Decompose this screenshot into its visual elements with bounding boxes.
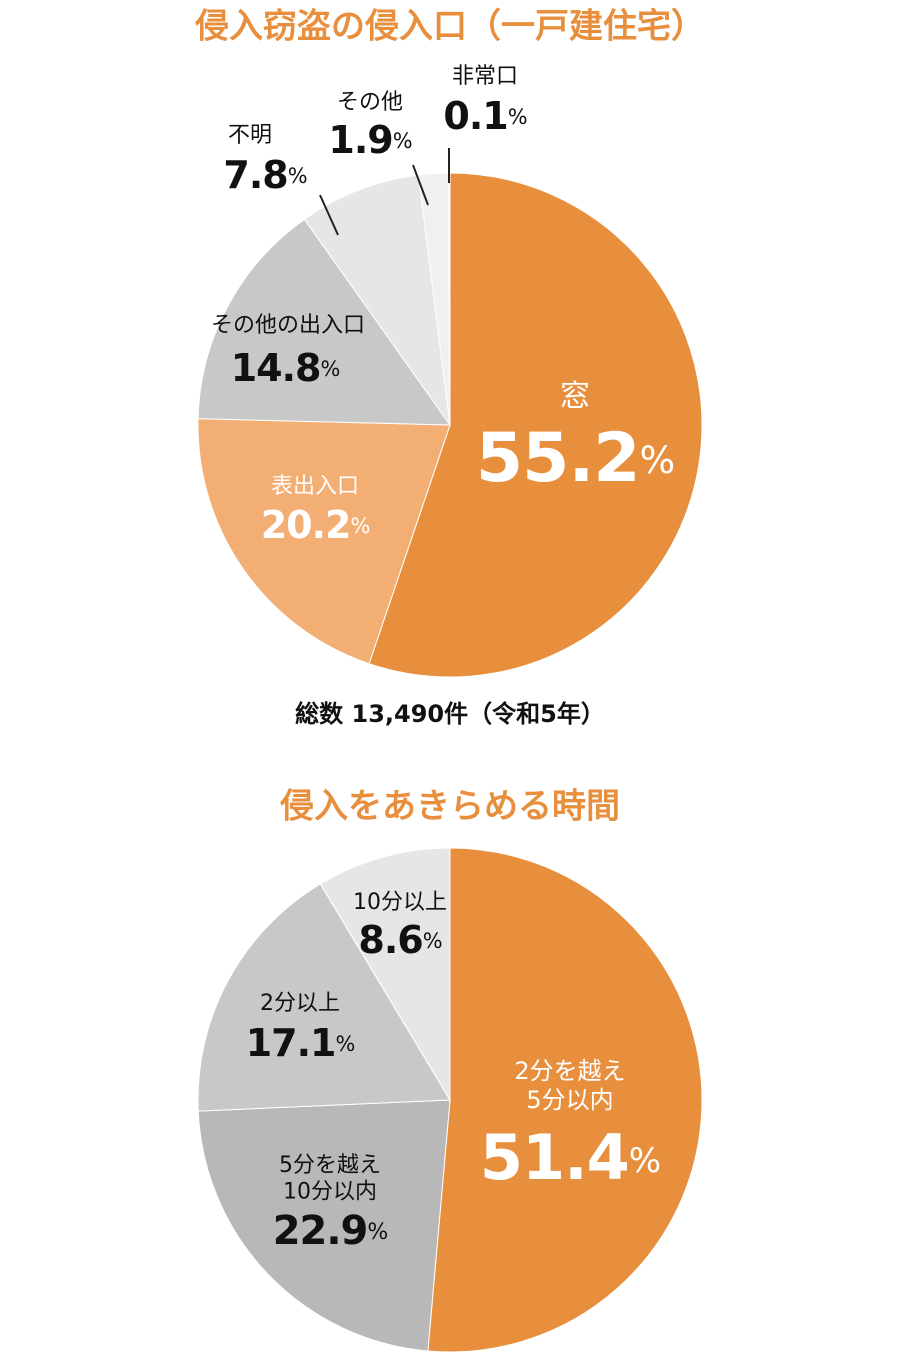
value-unit: % bbox=[288, 164, 307, 188]
value-label: 22.9% bbox=[273, 1208, 388, 1254]
value-unit: % bbox=[367, 1220, 387, 1245]
slice-label-line: 10分以内 bbox=[283, 1179, 377, 1204]
value-unit: % bbox=[393, 129, 412, 153]
value-label: 14.8% bbox=[231, 346, 340, 390]
slice-label: その他 bbox=[337, 90, 403, 115]
value-unit: % bbox=[508, 105, 527, 129]
pie-slice bbox=[368, 172, 703, 678]
leader-line bbox=[412, 164, 429, 206]
slice-label-line: 不明 bbox=[228, 123, 272, 148]
pie-slice bbox=[319, 847, 451, 1102]
slice-label-line: 10分以上 bbox=[353, 890, 447, 915]
value-unit: % bbox=[320, 357, 339, 381]
value-label: 55.2% bbox=[476, 419, 674, 498]
pie-slice bbox=[197, 218, 451, 426]
value-unit: % bbox=[350, 514, 369, 538]
value-label: 8.6% bbox=[358, 918, 441, 962]
value-number: 7.8 bbox=[223, 153, 287, 197]
slice-label-line: 窓 bbox=[560, 379, 590, 414]
value-label: 51.4% bbox=[480, 1121, 660, 1194]
value-label: 0.1% bbox=[443, 94, 526, 138]
slice-label: 表出入口 bbox=[271, 474, 359, 499]
value-number: 8.6 bbox=[358, 918, 422, 962]
value-number: 1.9 bbox=[328, 118, 392, 162]
value-unit: % bbox=[335, 1032, 354, 1056]
slice-label-line: 2分以上 bbox=[260, 991, 340, 1016]
pie-slice bbox=[303, 174, 451, 426]
slice-label-line: 表出入口 bbox=[271, 474, 359, 499]
pie-slice bbox=[197, 883, 451, 1112]
value-unit: % bbox=[423, 929, 442, 953]
value-label: 20.2% bbox=[261, 503, 370, 547]
value-number: 17.1 bbox=[246, 1021, 336, 1065]
value-number: 0.1 bbox=[443, 94, 507, 138]
slice-label: その他の出入口 bbox=[211, 313, 365, 338]
slice-label: 2分以上 bbox=[260, 991, 340, 1016]
chart-title: 侵入窃盗の侵入口（一戸建住宅） bbox=[194, 7, 705, 47]
pie-slice bbox=[197, 1099, 451, 1352]
slice-label: 不明 bbox=[228, 123, 272, 148]
chart-title: 侵入をあきらめる時間 bbox=[279, 787, 620, 827]
value-number: 55.2 bbox=[476, 419, 640, 498]
slice-label: 10分以上 bbox=[353, 890, 447, 915]
value-label: 7.8% bbox=[223, 153, 306, 197]
value-label: 17.1% bbox=[246, 1021, 355, 1065]
slice-label-line: 2分を越え bbox=[514, 1057, 625, 1085]
value-label: 1.9% bbox=[328, 118, 411, 162]
slice-label: 非常口 bbox=[452, 64, 518, 89]
pie-slice bbox=[197, 418, 451, 665]
slice-label-line: 5分以内 bbox=[526, 1086, 613, 1114]
value-number: 22.9 bbox=[273, 1208, 368, 1254]
slice-label: 5分を越え 10分以内 bbox=[279, 1153, 381, 1204]
slice-label: 2分を越え 5分以内 bbox=[514, 1057, 625, 1114]
value-number: 20.2 bbox=[261, 503, 351, 547]
slice-label-line: その他 bbox=[337, 90, 403, 115]
value-number: 14.8 bbox=[231, 346, 321, 390]
slice-label-line: その他の出入口 bbox=[211, 313, 365, 338]
note: 総数 13,490件（令和5年） bbox=[295, 700, 605, 728]
value-unit: % bbox=[629, 1141, 660, 1181]
slice-label-line: 非常口 bbox=[452, 64, 518, 89]
slice-label-line: 5分を越え bbox=[279, 1153, 381, 1178]
value-number: 51.4 bbox=[480, 1121, 629, 1194]
leader-line bbox=[319, 194, 339, 236]
value-unit: % bbox=[640, 438, 675, 482]
slice-label: 窓 bbox=[560, 379, 590, 414]
pie-slice bbox=[427, 847, 703, 1353]
